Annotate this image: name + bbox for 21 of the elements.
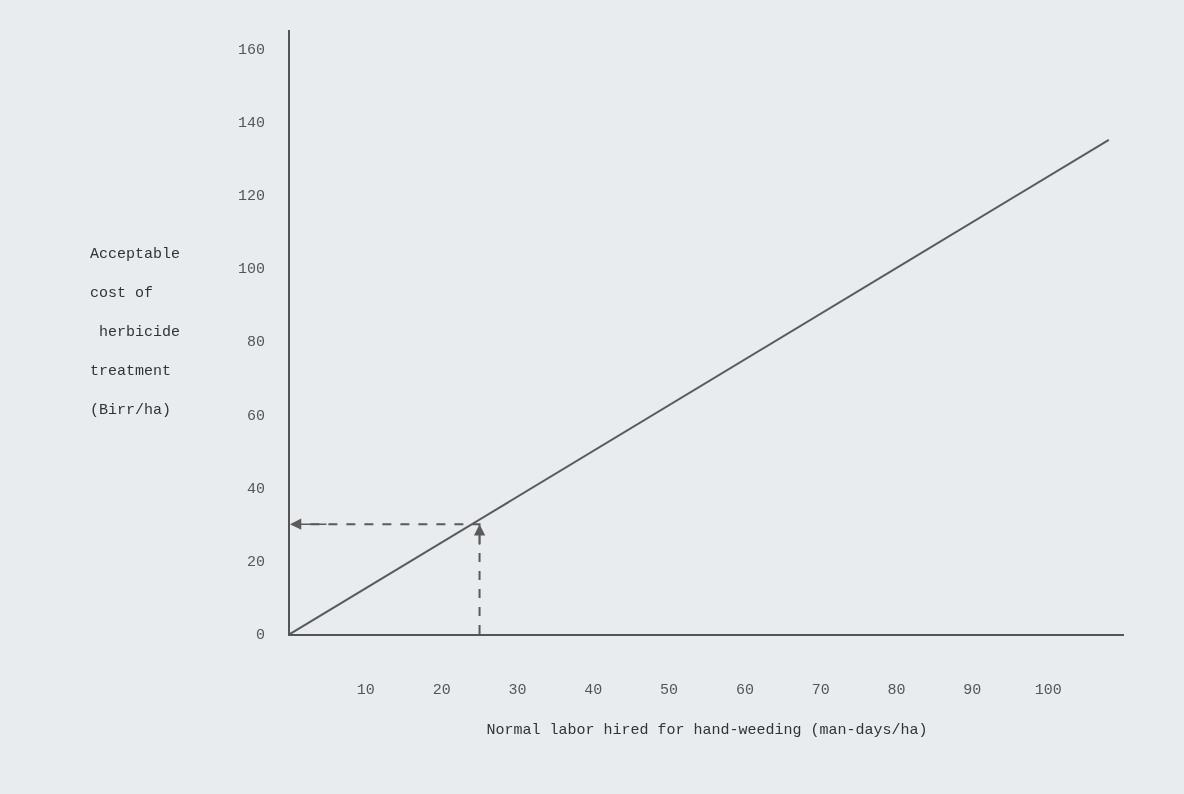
y-tick-label: 100 (237, 261, 265, 279)
x-tick-label: 70 (811, 682, 830, 699)
y-tick-label: 160 (237, 41, 265, 59)
y-tick-label: 40 (246, 480, 265, 498)
x-tick-label: 50 (660, 682, 679, 699)
y-tick-label: 20 (246, 554, 265, 572)
y-tick-label: 0 (255, 627, 265, 645)
text: Acceptable cost of herbicide treatment (Birr/ha) (90, 246, 181, 419)
x-tick-label: 10 (356, 682, 375, 699)
x-tick-label: 40 (584, 682, 603, 699)
x-tick-label: 80 (887, 682, 906, 699)
y-tick-label: 140 (237, 114, 265, 132)
x-tick-label: 100 (1034, 682, 1062, 699)
y-tick-label: 60 (246, 407, 265, 425)
x-tick-label: 60 (735, 682, 754, 699)
x-tick-label: 90 (963, 682, 982, 699)
y-tick-label: 120 (237, 187, 265, 205)
x-tick-label: 30 (508, 682, 527, 699)
x-axis-title: Normal labor hired for hand-weeding (man-days/ha) (486, 721, 928, 739)
y-tick-label: 80 (246, 334, 265, 352)
x-tick-label: 20 (432, 682, 451, 699)
